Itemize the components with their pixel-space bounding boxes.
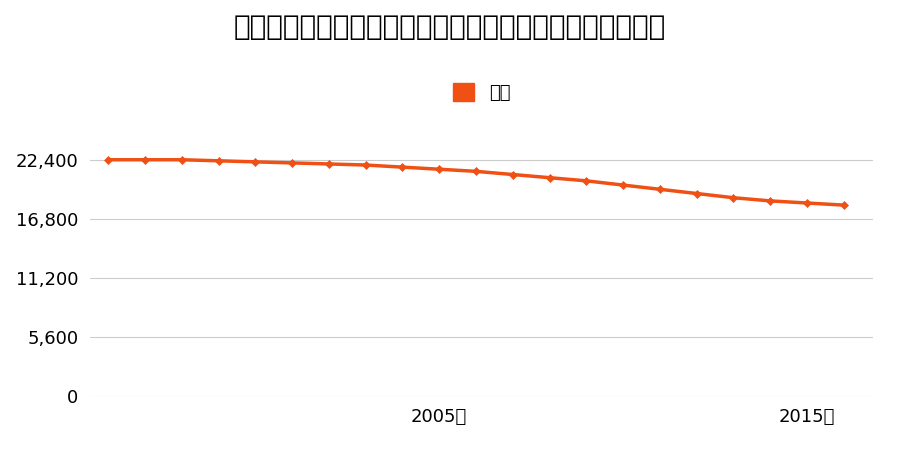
Legend: 価格: 価格: [446, 76, 518, 109]
Text: 宮崎県小林市大字真方字堅田原１０３１番５内の地価推移: 宮崎県小林市大字真方字堅田原１０３１番５内の地価推移: [234, 14, 666, 41]
